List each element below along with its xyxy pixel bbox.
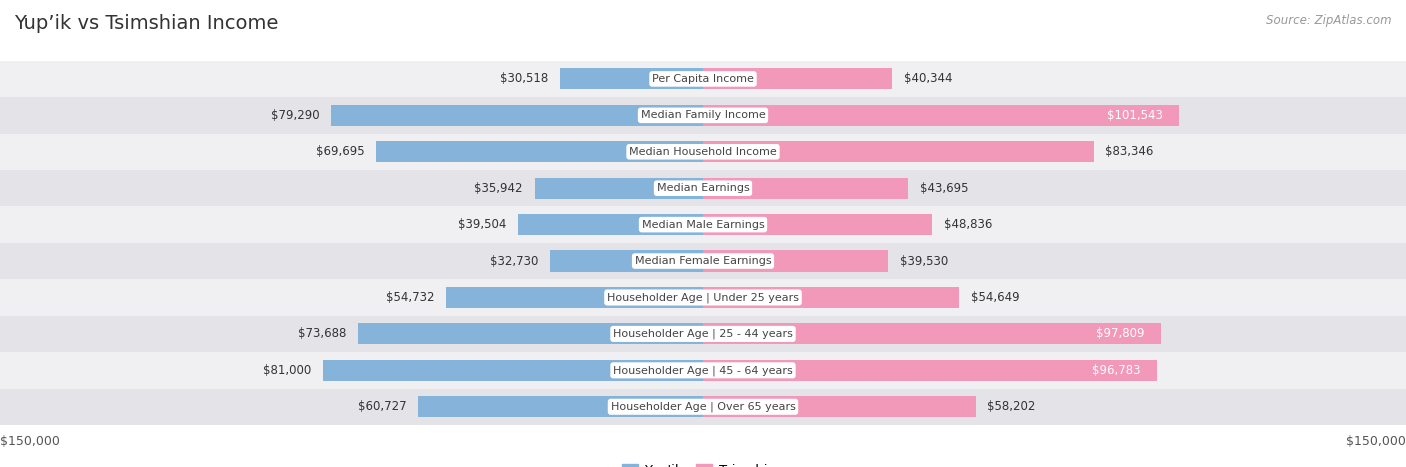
- Text: $48,836: $48,836: [943, 218, 993, 231]
- Text: $73,688: $73,688: [298, 327, 346, 340]
- Bar: [0, 352, 1406, 389]
- Bar: [419, 396, 703, 417]
- Text: Householder Age | 45 - 64 years: Householder Age | 45 - 64 years: [613, 365, 793, 375]
- Text: $69,695: $69,695: [316, 145, 364, 158]
- Bar: [0, 389, 1406, 425]
- Text: Per Capita Income: Per Capita Income: [652, 74, 754, 84]
- Bar: [0, 170, 1406, 206]
- Bar: [560, 68, 703, 90]
- Text: $54,732: $54,732: [387, 291, 434, 304]
- Text: $60,727: $60,727: [359, 400, 406, 413]
- Text: $32,730: $32,730: [489, 255, 538, 268]
- Text: Median Female Earnings: Median Female Earnings: [634, 256, 772, 266]
- Text: $40,344: $40,344: [904, 72, 952, 85]
- Bar: [703, 250, 889, 272]
- Bar: [703, 323, 1161, 345]
- Bar: [0, 243, 1406, 279]
- Text: Yup’ik vs Tsimshian Income: Yup’ik vs Tsimshian Income: [14, 14, 278, 33]
- Bar: [0, 206, 1406, 243]
- Text: $58,202: $58,202: [987, 400, 1036, 413]
- Bar: [550, 250, 703, 272]
- Text: Householder Age | Under 25 years: Householder Age | Under 25 years: [607, 292, 799, 303]
- Bar: [703, 287, 959, 308]
- Text: $35,942: $35,942: [474, 182, 523, 195]
- Text: $54,649: $54,649: [970, 291, 1019, 304]
- Text: Householder Age | Over 65 years: Householder Age | Over 65 years: [610, 402, 796, 412]
- Bar: [357, 323, 703, 345]
- Bar: [447, 287, 703, 308]
- Text: Householder Age | 25 - 44 years: Householder Age | 25 - 44 years: [613, 329, 793, 339]
- Text: Source: ZipAtlas.com: Source: ZipAtlas.com: [1267, 14, 1392, 27]
- Text: $150,000: $150,000: [1346, 435, 1406, 448]
- Text: $81,000: $81,000: [263, 364, 312, 377]
- Text: $97,809: $97,809: [1097, 327, 1144, 340]
- Bar: [703, 141, 1094, 163]
- Bar: [517, 214, 703, 235]
- Bar: [323, 360, 703, 381]
- Text: Median Male Earnings: Median Male Earnings: [641, 219, 765, 230]
- Text: $30,518: $30,518: [501, 72, 548, 85]
- Text: $43,695: $43,695: [920, 182, 967, 195]
- Text: $96,783: $96,783: [1091, 364, 1140, 377]
- Bar: [0, 97, 1406, 134]
- Text: $101,543: $101,543: [1107, 109, 1163, 122]
- Bar: [0, 316, 1406, 352]
- Bar: [0, 61, 1406, 97]
- Bar: [703, 68, 891, 90]
- Text: $39,530: $39,530: [900, 255, 948, 268]
- Text: Median Family Income: Median Family Income: [641, 110, 765, 120]
- Bar: [0, 134, 1406, 170]
- Text: $150,000: $150,000: [0, 435, 60, 448]
- Bar: [703, 360, 1157, 381]
- Text: $39,504: $39,504: [458, 218, 506, 231]
- Bar: [703, 214, 932, 235]
- Bar: [0, 279, 1406, 316]
- Bar: [703, 177, 908, 199]
- Bar: [332, 105, 703, 126]
- Legend: Yup'ik, Tsimshian: Yup'ik, Tsimshian: [621, 464, 785, 467]
- Text: Median Household Income: Median Household Income: [628, 147, 778, 157]
- Text: $79,290: $79,290: [271, 109, 319, 122]
- Text: Median Earnings: Median Earnings: [657, 183, 749, 193]
- Bar: [534, 177, 703, 199]
- Bar: [703, 396, 976, 417]
- Text: $83,346: $83,346: [1105, 145, 1154, 158]
- Bar: [377, 141, 703, 163]
- Bar: [703, 105, 1178, 126]
